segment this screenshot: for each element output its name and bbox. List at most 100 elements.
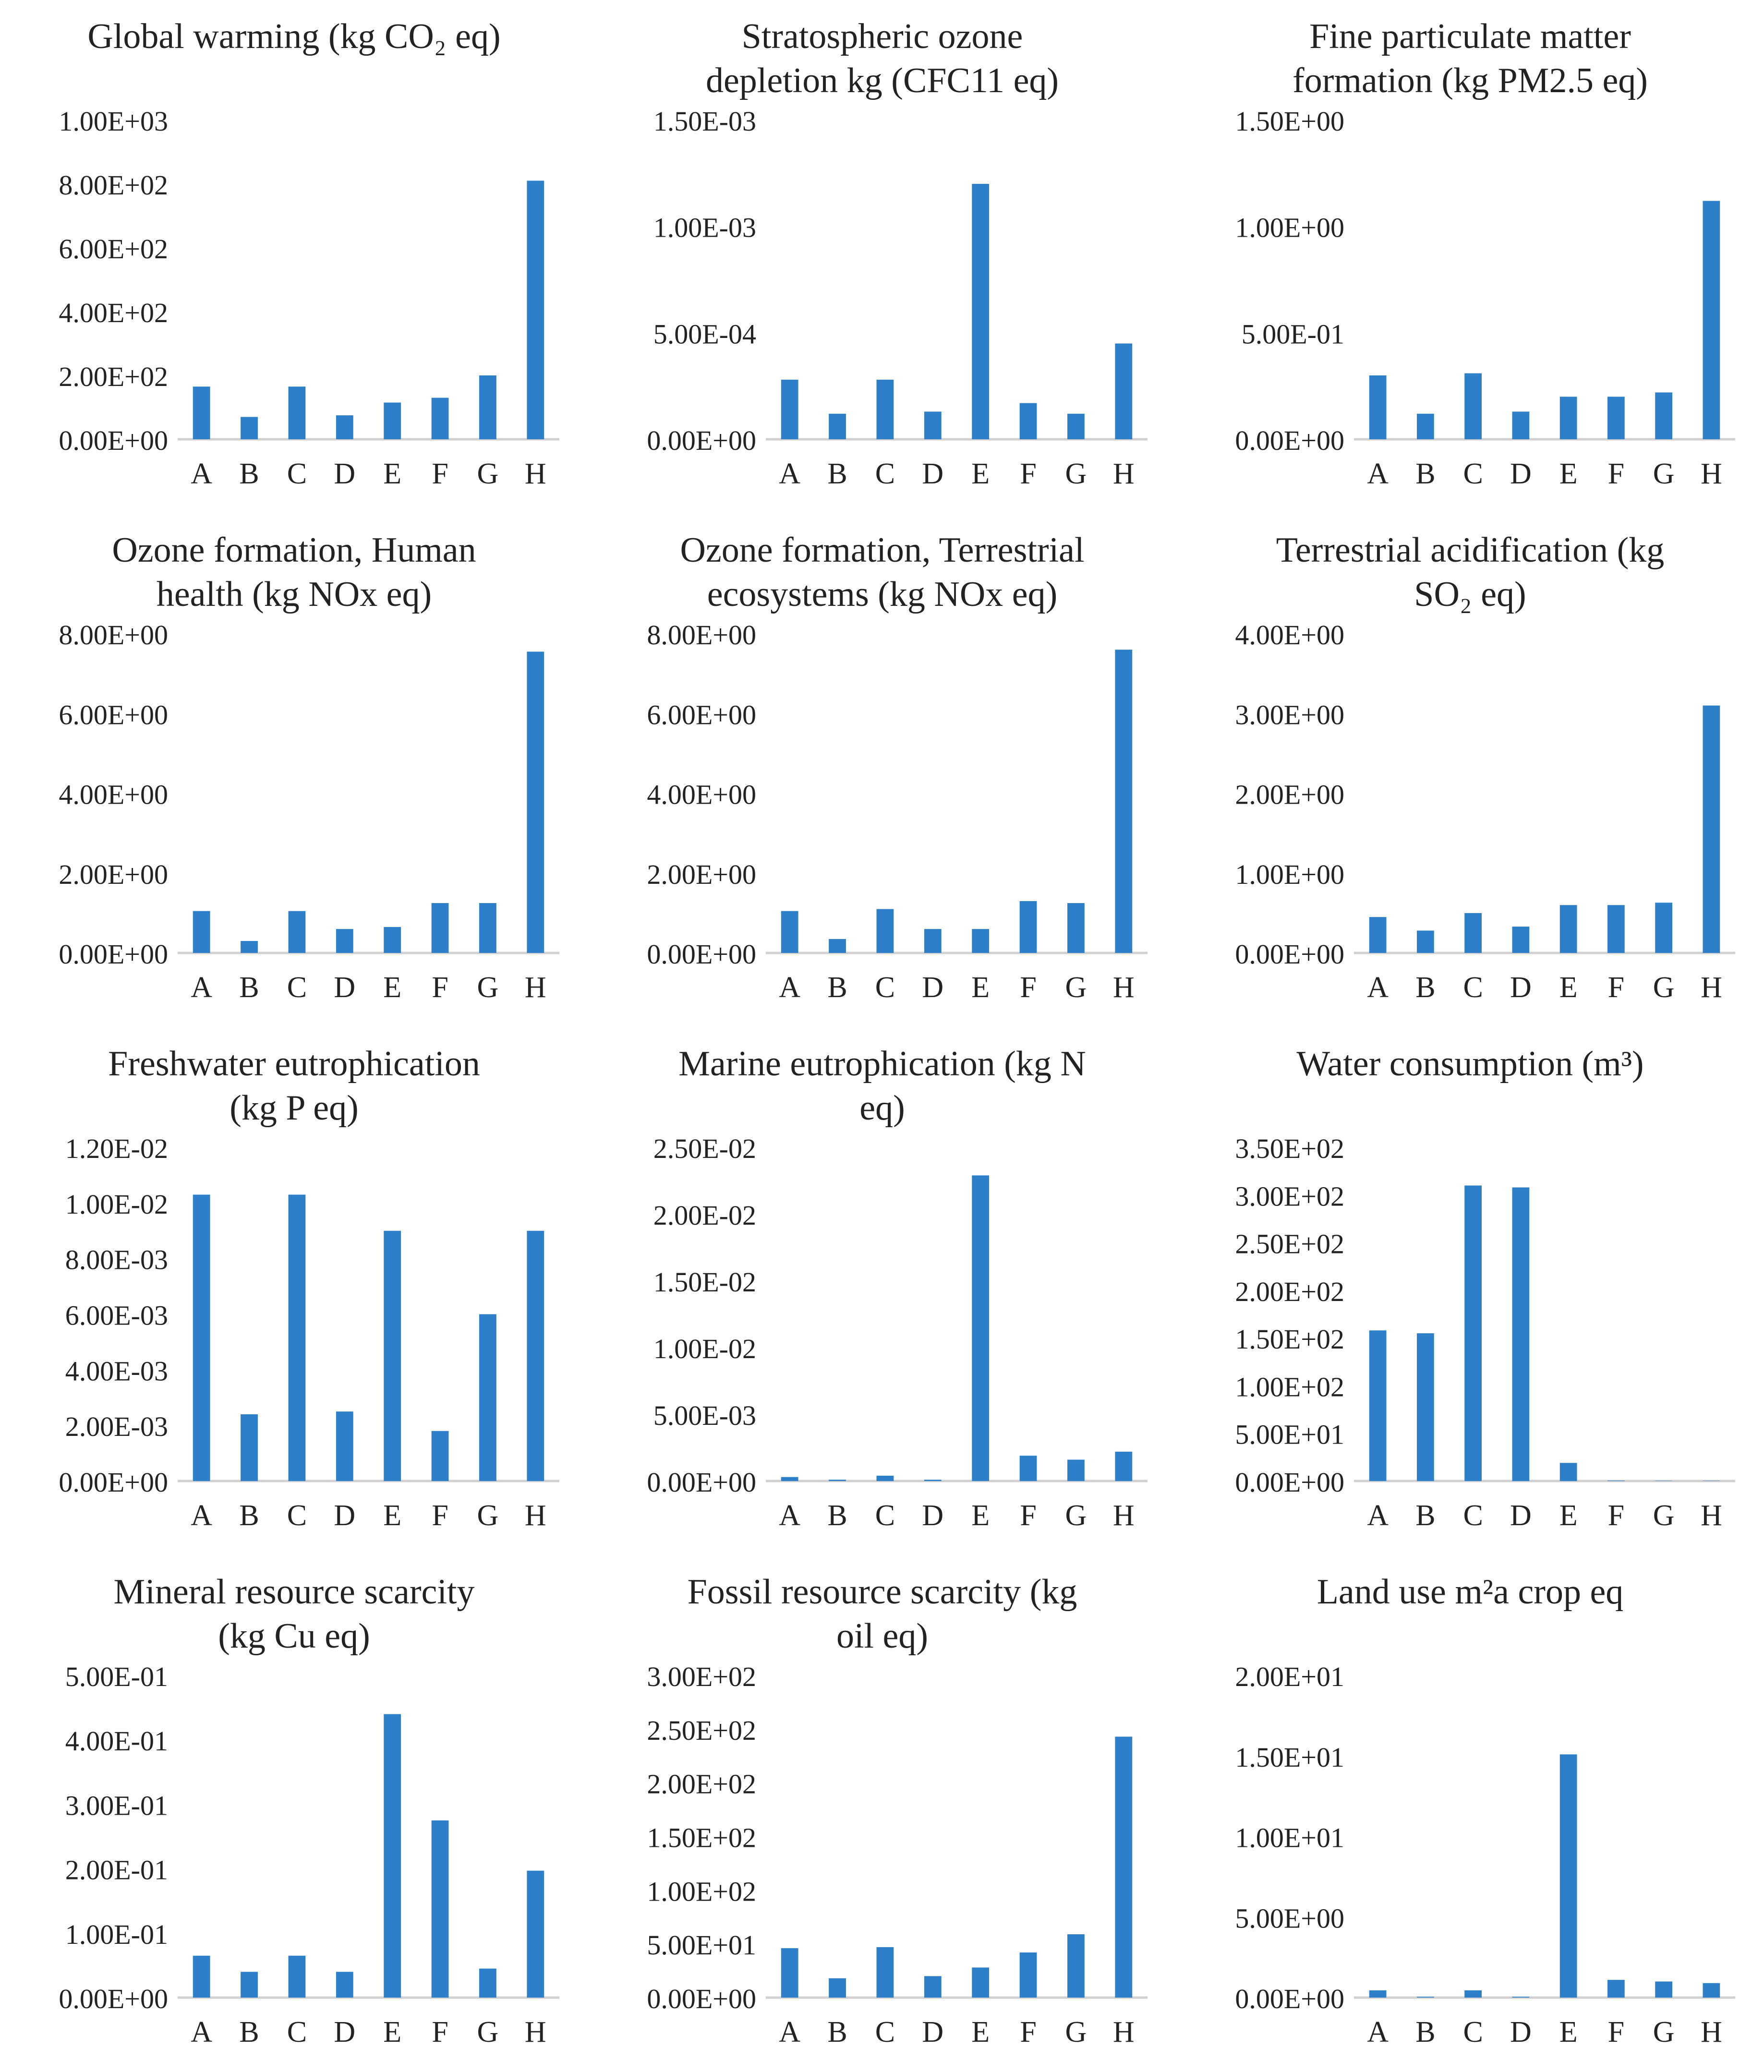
- x-tick-label: C: [875, 1499, 895, 1532]
- y-tick-label: 2.00E+00: [59, 859, 168, 890]
- x-tick-label: F: [1608, 1499, 1624, 1532]
- chart-panel-1: Global warming (kg CO₂ eq) 0.00E+00 2.00E+…: [0, 0, 588, 514]
- y-tick-label: 5.00E-04: [653, 318, 756, 349]
- x-tick-label: E: [383, 458, 401, 490]
- x-tick-label: D: [1510, 971, 1532, 1004]
- chart-panel-8: Marine eutrophication (kg N eq) 0.00E+00 5…: [588, 1027, 1176, 1555]
- x-tick-label: B: [1415, 971, 1435, 1004]
- bar-chart: 0.00E+00 2.00E+00 4.00E+00 6.00E+00 8.00E+00…: [59, 619, 559, 1004]
- x-tick-label: C: [1463, 971, 1483, 1004]
- x-tick-label: D: [922, 2016, 943, 2048]
- bar-E: [1559, 397, 1577, 439]
- bar-C: [288, 1955, 306, 1998]
- y-tick-label: 2.00E+00: [647, 859, 756, 890]
- bar-A: [781, 1477, 798, 1481]
- bar-H: [1703, 705, 1720, 953]
- x-tick-label: A: [191, 458, 212, 490]
- x-tick-label: E: [1559, 458, 1578, 490]
- bar-F: [431, 1431, 449, 1481]
- bar-D: [336, 1972, 353, 1998]
- x-tick-label: A: [1367, 1499, 1389, 1532]
- chart-panel-7: Freshwater eutrophication (kg P eq) 0.00E…: [0, 1027, 588, 1555]
- y-tick-label: 4.00E+00: [647, 779, 756, 810]
- bar-E: [1559, 1463, 1577, 1481]
- y-tick-label: 8.00E-03: [65, 1244, 168, 1276]
- bar-F: [1019, 403, 1037, 439]
- y-tick-label: 2.00E-03: [65, 1411, 168, 1442]
- y-tick-label: 2.00E+02: [59, 361, 168, 392]
- y-tick-label: 1.50E+00: [1235, 106, 1344, 137]
- y-tick-label: 1.50E+02: [647, 1822, 756, 1854]
- x-tick-label: B: [827, 1499, 847, 1532]
- bar-chart: 0.00E+00 5.00E+00 1.00E+01 1.50E+01 2.00E+01…: [1235, 1661, 1735, 2048]
- x-tick-label: A: [191, 1499, 212, 1532]
- x-tick-label: H: [525, 458, 546, 490]
- bar-E: [972, 1967, 990, 1998]
- chart-panel-4: Ozone formation, Human health (kg NOx eq…: [0, 514, 588, 1027]
- y-tick-label: 1.00E+02: [647, 1876, 756, 1907]
- x-tick-label: G: [1065, 1499, 1087, 1532]
- y-tick-label: 2.00E-02: [653, 1200, 756, 1231]
- x-tick-label: F: [1020, 458, 1036, 490]
- bar-A: [193, 386, 210, 439]
- x-tick-label: D: [334, 971, 355, 1004]
- y-tick-label: 0.00E+00: [647, 939, 756, 970]
- bar-C: [288, 911, 306, 953]
- bar-B: [829, 413, 846, 439]
- chart-panel-9: Water consumption (m³) 0.00E+00 5.00E+01 1.…: [1176, 1027, 1764, 1555]
- bar-G: [479, 903, 496, 953]
- x-tick-label: D: [1510, 458, 1532, 490]
- x-tick-label: F: [432, 971, 448, 1004]
- bar-E: [972, 1175, 990, 1481]
- x-tick-label: H: [525, 971, 546, 1004]
- bar-F: [1607, 1980, 1625, 1998]
- bar-C: [1464, 913, 1482, 953]
- y-tick-label: 2.50E+02: [1235, 1229, 1344, 1260]
- x-tick-label: G: [1653, 971, 1675, 1004]
- x-tick-label: A: [779, 458, 800, 490]
- y-tick-label: 0.00E+00: [1235, 1983, 1344, 2014]
- x-tick-label: B: [827, 971, 847, 1004]
- x-tick-label: C: [1463, 458, 1483, 490]
- x-tick-label: A: [1367, 2016, 1389, 2048]
- y-tick-label: 5.00E-01: [65, 1661, 168, 1692]
- x-tick-label: D: [922, 458, 943, 490]
- y-tick-label: 1.00E+00: [1235, 212, 1344, 243]
- chart-panel-11: Fossil resource scarcity (kg oil eq) 0.00…: [588, 1555, 1176, 2072]
- y-tick-label: 1.50E-03: [653, 106, 756, 137]
- x-tick-label: G: [477, 2016, 499, 2048]
- chart-title: Fossil resource scarcity (kg oil eq): [687, 1572, 1077, 1656]
- x-tick-label: B: [239, 458, 259, 490]
- x-tick-label: F: [432, 1499, 448, 1532]
- bar-D: [1512, 411, 1530, 439]
- bar-A: [1369, 917, 1387, 953]
- bar-B: [1417, 413, 1434, 439]
- y-tick-label: 0.00E+00: [1235, 939, 1344, 970]
- bar-C: [1464, 1185, 1482, 1481]
- bar-H: [1115, 650, 1133, 953]
- bar-D: [924, 1976, 942, 1998]
- y-tick-label: 1.00E-02: [653, 1333, 756, 1364]
- y-tick-label: 5.00E-01: [1242, 318, 1344, 349]
- bar-H: [1115, 343, 1133, 439]
- chart-title: Land use m²a crop eq: [1317, 1572, 1624, 1612]
- y-tick-label: 0.00E+00: [59, 425, 168, 456]
- bar-A: [1369, 1330, 1387, 1481]
- bar-chart: 0.00E+00 5.00E+01 1.00E+02 1.50E+02 2.00E+02…: [647, 1661, 1148, 2048]
- bar-F: [431, 1820, 449, 1998]
- bar-A: [781, 1948, 798, 1998]
- x-tick-label: D: [334, 1499, 355, 1532]
- x-tick-label: G: [1653, 458, 1675, 490]
- y-tick-label: 2.00E+00: [1235, 779, 1344, 810]
- y-tick-label: 3.00E+00: [1235, 699, 1344, 730]
- chart-title: Ozone formation, Human health (kg NOx eq…: [112, 530, 476, 614]
- y-tick-label: 4.00E-03: [65, 1355, 168, 1386]
- y-tick-label: 1.00E+00: [1235, 859, 1344, 890]
- bar-E: [384, 927, 401, 953]
- y-tick-label: 8.00E+00: [647, 619, 756, 651]
- bar-B: [241, 417, 258, 439]
- x-tick-label: B: [827, 2016, 847, 2048]
- chart-title: Stratospheric ozone depletion kg (CFC11 …: [705, 17, 1059, 100]
- x-tick-label: A: [1367, 971, 1389, 1004]
- x-tick-label: G: [477, 971, 499, 1004]
